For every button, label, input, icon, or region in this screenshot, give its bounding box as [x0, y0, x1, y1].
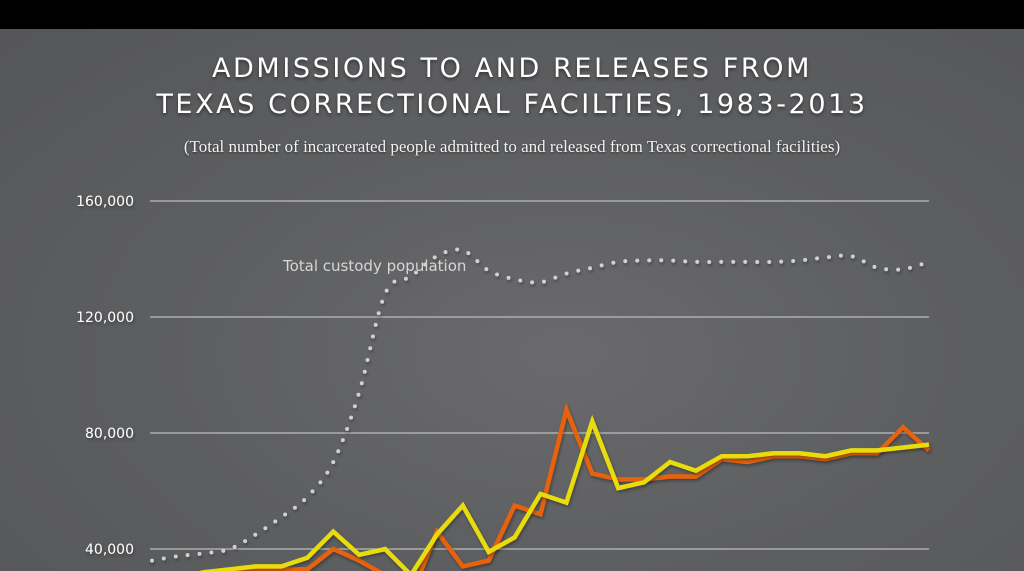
chart-subtitle: (Total number of incarcerated people adm…	[183, 137, 841, 156]
chart-title-line-1: ADMISSIONS TO AND RELEASES FROM	[211, 53, 813, 84]
y-axis-tick-labels: 40,000 80,000 120,000 160,000	[76, 194, 134, 558]
line-chart: 40,000 80,000 120,000 160,000 Total custody…	[76, 194, 931, 571]
chart-title: ADMISSIONS TO AND RELEASES FROM TEXAS CO…	[0, 51, 1024, 123]
y-tick-label: 160,000	[76, 194, 134, 210]
y-tick-label: 120,000	[76, 310, 134, 326]
chart-slide: ADMISSIONS TO AND RELEASES FROM TEXAS CO…	[0, 29, 1024, 571]
data-series	[150, 247, 931, 571]
releases-line	[224, 402, 931, 571]
gridlines	[150, 200, 929, 550]
admissions-line	[198, 414, 930, 571]
chart-title-line-2: TEXAS CORRECTIONAL FACILTIES, 1983-2013	[156, 89, 868, 120]
y-tick-label: 80,000	[85, 426, 134, 442]
y-tick-label: 40,000	[85, 542, 134, 558]
population-annotation: Total custody population	[282, 257, 466, 275]
